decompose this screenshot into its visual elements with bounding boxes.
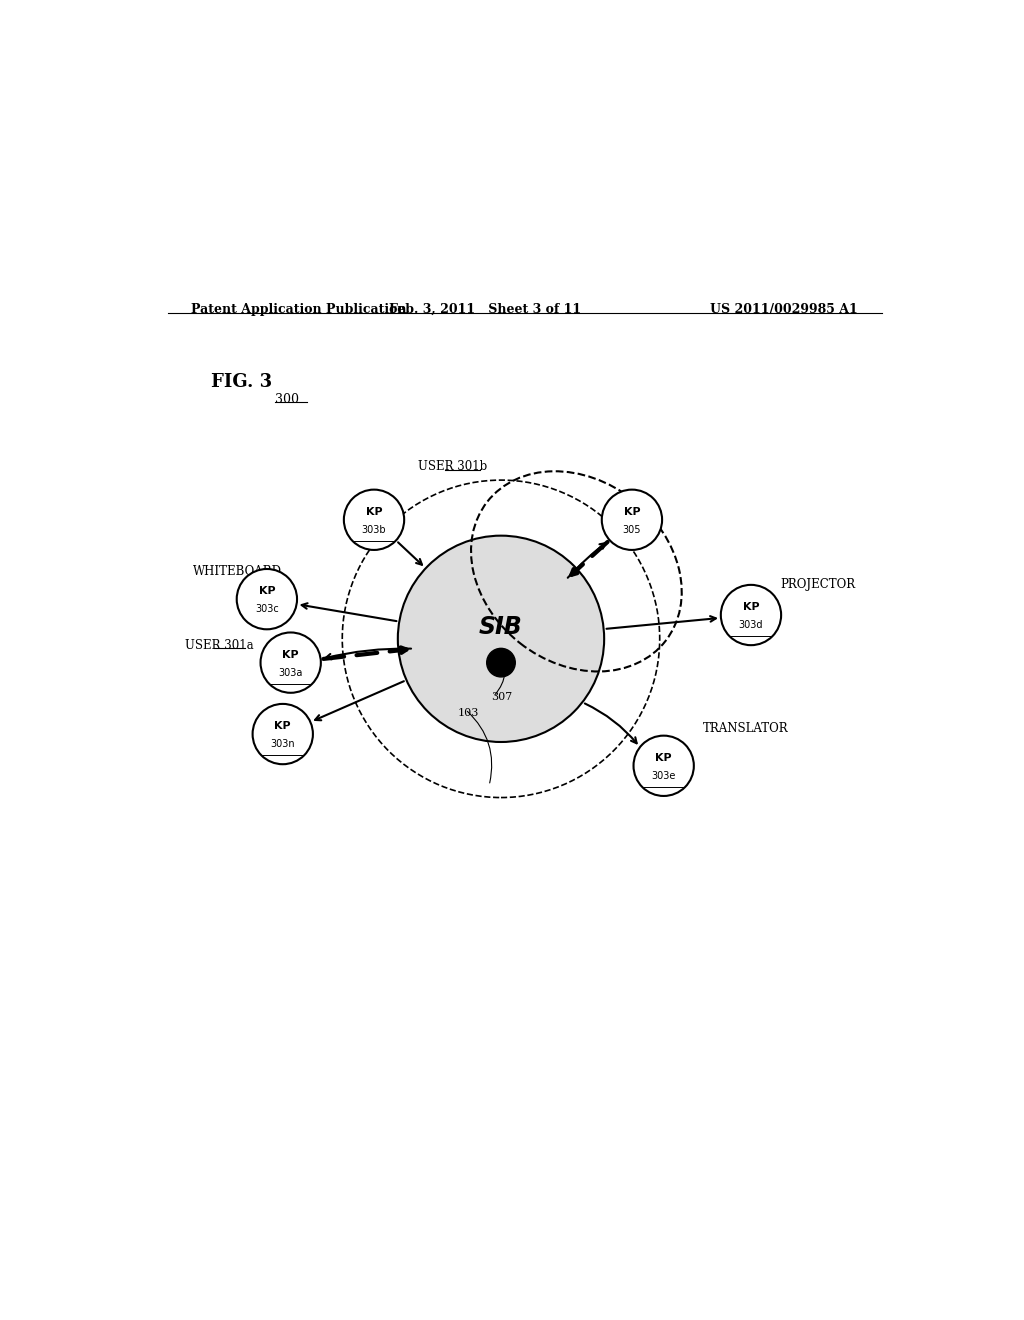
Text: Feb. 3, 2011   Sheet 3 of 11: Feb. 3, 2011 Sheet 3 of 11 xyxy=(389,304,582,315)
Text: 303n: 303n xyxy=(270,739,295,750)
Text: PROJECTOR: PROJECTOR xyxy=(780,578,855,591)
Text: US 2011/0029985 A1: US 2011/0029985 A1 xyxy=(711,304,858,315)
Text: WHITEBOARD: WHITEBOARD xyxy=(194,565,282,578)
Circle shape xyxy=(237,569,297,630)
Text: KP: KP xyxy=(742,602,759,612)
Text: 303e: 303e xyxy=(651,771,676,781)
Text: KP: KP xyxy=(259,586,275,597)
Text: KP: KP xyxy=(624,507,640,517)
Circle shape xyxy=(721,585,781,645)
Circle shape xyxy=(634,735,694,796)
Circle shape xyxy=(253,704,313,764)
Text: KP: KP xyxy=(283,649,299,660)
Text: KP: KP xyxy=(274,721,291,731)
Circle shape xyxy=(486,648,515,677)
Text: 303c: 303c xyxy=(255,605,279,615)
Text: KP: KP xyxy=(655,752,672,763)
Text: KP: KP xyxy=(366,507,382,517)
Text: 303a: 303a xyxy=(279,668,303,678)
Text: 300: 300 xyxy=(274,393,299,405)
Text: FIG. 3: FIG. 3 xyxy=(211,374,272,391)
Circle shape xyxy=(602,490,663,550)
Text: 305: 305 xyxy=(623,525,641,535)
Circle shape xyxy=(397,536,604,742)
Text: TRANSLATOR: TRANSLATOR xyxy=(703,722,788,735)
Text: SIB: SIB xyxy=(479,615,523,639)
Text: USER 301a: USER 301a xyxy=(185,639,254,652)
Text: USER 301b: USER 301b xyxy=(418,461,487,474)
Text: 103: 103 xyxy=(458,708,478,718)
Text: 307: 307 xyxy=(492,692,513,702)
Circle shape xyxy=(260,632,321,693)
Text: 303d: 303d xyxy=(738,620,763,631)
Text: Patent Application Publication: Patent Application Publication xyxy=(191,304,407,315)
Text: 303b: 303b xyxy=(361,525,386,535)
Circle shape xyxy=(344,490,404,550)
